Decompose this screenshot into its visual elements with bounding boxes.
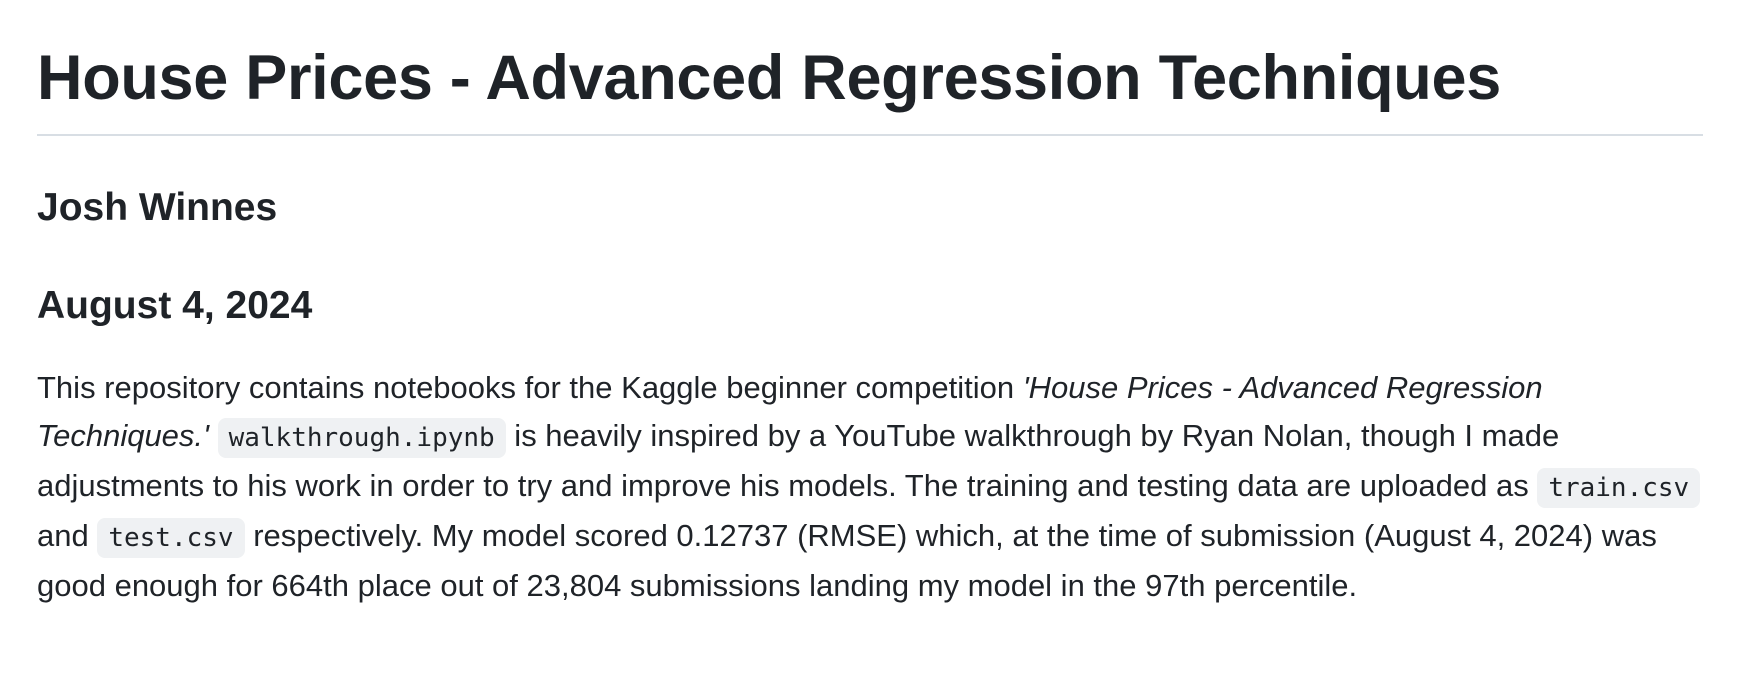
notebook-filename: walkthrough.ipynb <box>217 418 506 458</box>
author-heading: Josh Winnes <box>37 186 278 229</box>
description-closing: respectively. My model scored 0.12737 (R… <box>37 518 1657 603</box>
test-filename: test.csv <box>97 518 245 558</box>
train-filename: train.csv <box>1537 468 1701 508</box>
readme-content: House Prices - Advanced Regression Techn… <box>37 43 1703 610</box>
date-heading: August 4, 2024 <box>37 284 313 327</box>
title-divider <box>37 134 1703 136</box>
description-intro: This repository contains notebooks for t… <box>37 370 1023 405</box>
description-and: and <box>37 518 98 553</box>
description-paragraph: This repository contains notebooks for t… <box>37 364 1703 610</box>
description-middle: is heavily inspired by a YouTube walkthr… <box>37 418 1560 503</box>
page-title: House Prices - Advanced Regression Techn… <box>37 43 1501 113</box>
competition-name: 'House Prices - Advanced Regression Tech… <box>37 370 1543 453</box>
